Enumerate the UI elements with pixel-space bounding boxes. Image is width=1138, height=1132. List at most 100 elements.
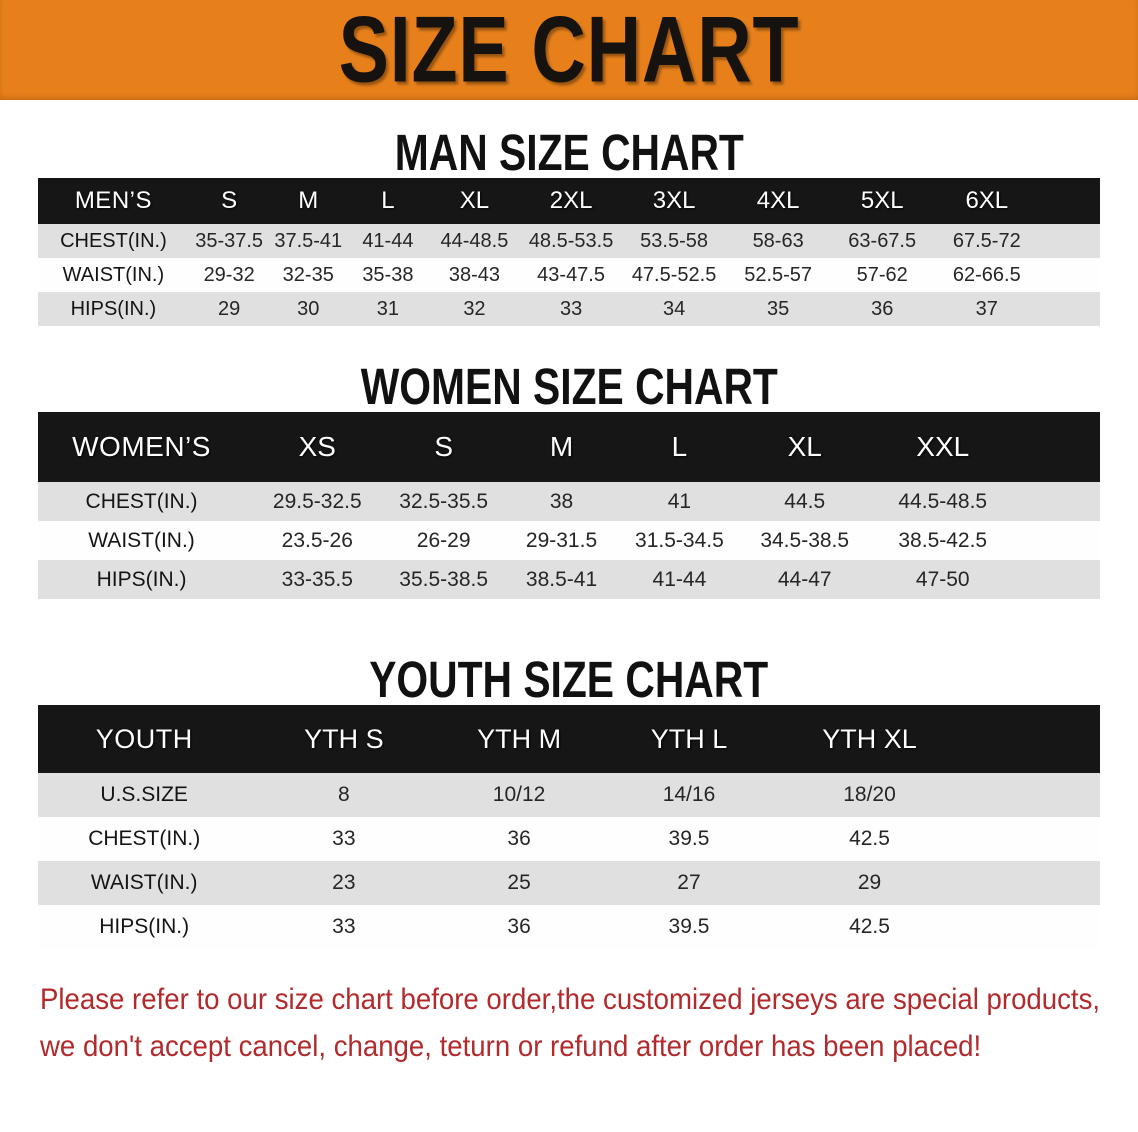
table-row: WAIST(IN.) 23.5-26 26-29 29-31.5 31.5-34.5 34… — [38, 521, 1100, 560]
row-filler — [961, 861, 1100, 905]
size-value: 33 — [250, 817, 438, 861]
women-section-heading-text: WOMEN SIZE CHART — [360, 359, 778, 416]
size-value: 38-43 — [428, 258, 521, 292]
size-value: 41-44 — [625, 560, 734, 599]
size-value: 29-32 — [188, 258, 270, 292]
column-header: L — [625, 412, 734, 482]
table-row: HIPS(IN.) 33 36 39.5 42.5 — [38, 905, 1100, 949]
size-value: 29-31.5 — [497, 521, 626, 560]
size-value: 35-37.5 — [188, 224, 270, 258]
women-section-heading: WOMEN SIZE CHART — [0, 326, 1138, 416]
section-men: MAN SIZE CHART MEN’S S M L XL 2XL 3XL 4XL 5XL 6XL… — [0, 100, 1138, 326]
row-label: U.S.SIZE — [38, 773, 251, 817]
row-filler — [1039, 258, 1100, 292]
size-value: 23.5-26 — [245, 521, 390, 560]
disclaimer-text: Please refer to our size chart before or… — [40, 976, 1138, 1070]
size-value: 43-47.5 — [520, 258, 623, 292]
size-value: 44.5 — [733, 482, 876, 521]
size-value: 36 — [437, 905, 601, 949]
size-value: 32 — [428, 292, 521, 326]
size-value: 53.5-58 — [622, 224, 727, 258]
size-value: 31 — [347, 292, 429, 326]
row-filler — [1009, 482, 1100, 521]
column-header: XS — [245, 412, 390, 482]
table-title: YOUTH — [38, 705, 251, 773]
column-header: XXL — [875, 412, 1010, 482]
row-label: WAIST(IN.) — [38, 521, 246, 560]
column-header: YTH XL — [777, 705, 962, 773]
youth-section-heading-text: YOUTH SIZE CHART — [369, 652, 769, 709]
column-header: S — [188, 178, 270, 224]
size-value: 26-29 — [389, 521, 498, 560]
size-value: 32-35 — [269, 258, 348, 292]
size-chart-banner: SIZE CHART — [0, 0, 1138, 100]
row-filler — [1009, 560, 1100, 599]
table-row: CHEST(IN.) 33 36 39.5 42.5 — [38, 817, 1100, 861]
size-value: 38.5-41 — [497, 560, 626, 599]
column-header: XL — [733, 412, 876, 482]
size-value: 39.5 — [600, 905, 778, 949]
size-value: 57-62 — [830, 258, 935, 292]
column-header: 3XL — [622, 178, 727, 224]
column-header: YTH M — [437, 705, 601, 773]
column-header: 6XL — [934, 178, 1040, 224]
row-label: HIPS(IN.) — [38, 905, 251, 949]
size-value: 36 — [830, 292, 935, 326]
size-value: 23 — [250, 861, 438, 905]
size-value: 38.5-42.5 — [875, 521, 1010, 560]
size-value: 44-48.5 — [428, 224, 521, 258]
size-value: 42.5 — [777, 905, 962, 949]
size-value: 10/12 — [437, 773, 601, 817]
size-value: 38 — [497, 482, 626, 521]
banner-title: SIZE CHART — [338, 0, 800, 103]
row-label: CHEST(IN.) — [38, 482, 246, 521]
size-value: 42.5 — [777, 817, 962, 861]
size-value: 41-44 — [347, 224, 429, 258]
disclaimer-line-1: Please refer to our size chart before or… — [40, 983, 1101, 1016]
size-value: 36 — [437, 817, 601, 861]
size-value: 35-38 — [347, 258, 429, 292]
header-filler — [1039, 178, 1100, 224]
column-header: YTH L — [600, 705, 778, 773]
table-row: HIPS(IN.) 29 30 31 32 33 34 35 36 37 — [38, 292, 1100, 326]
column-header: M — [269, 178, 348, 224]
size-value: 14/16 — [600, 773, 778, 817]
size-value: 35.5-38.5 — [389, 560, 498, 599]
size-value: 33 — [250, 905, 438, 949]
size-value: 33 — [520, 292, 623, 326]
table-row: U.S.SIZE 8 10/12 14/16 18/20 — [38, 773, 1100, 817]
size-value: 47-50 — [875, 560, 1010, 599]
table-title: WOMEN’S — [38, 412, 246, 482]
column-header: L — [347, 178, 429, 224]
section-youth: YOUTH SIZE CHART YOUTH YTH S YTH M YTH L YTH… — [0, 599, 1138, 949]
women-size-table: WOMEN’S XS S M L XL XXL CHEST(IN.) 29.5-32.5 32.5… — [38, 412, 1100, 599]
row-filler — [1039, 224, 1100, 258]
size-value: 44-47 — [733, 560, 876, 599]
size-value: 47.5-52.5 — [622, 258, 727, 292]
men-section-heading-text: MAN SIZE CHART — [394, 125, 744, 182]
row-filler — [1039, 292, 1100, 326]
row-filler — [961, 905, 1100, 949]
size-value: 31.5-34.5 — [625, 521, 734, 560]
men-size-table: MEN’S S M L XL 2XL 3XL 4XL 5XL 6XL CHEST(IN.) 35-37… — [38, 178, 1100, 326]
size-value: 18/20 — [777, 773, 962, 817]
row-label: HIPS(IN.) — [38, 560, 246, 599]
column-header: 4XL — [726, 178, 831, 224]
size-value: 8 — [250, 773, 438, 817]
row-label: WAIST(IN.) — [38, 258, 189, 292]
size-value: 25 — [437, 861, 601, 905]
column-header: 5XL — [830, 178, 935, 224]
size-value: 34.5-38.5 — [733, 521, 876, 560]
row-filler — [1009, 521, 1100, 560]
size-value: 37.5-41 — [269, 224, 348, 258]
table-header-row: MEN’S S M L XL 2XL 3XL 4XL 5XL 6XL — [38, 178, 1100, 224]
size-value: 67.5-72 — [934, 224, 1040, 258]
size-value: 62-66.5 — [934, 258, 1040, 292]
table-title: MEN’S — [38, 178, 189, 224]
size-value: 41 — [625, 482, 734, 521]
column-header: M — [497, 412, 626, 482]
table-header-row: YOUTH YTH S YTH M YTH L YTH XL — [38, 705, 1100, 773]
size-value: 29.5-32.5 — [245, 482, 390, 521]
column-header: XL — [428, 178, 521, 224]
column-header: YTH S — [250, 705, 438, 773]
